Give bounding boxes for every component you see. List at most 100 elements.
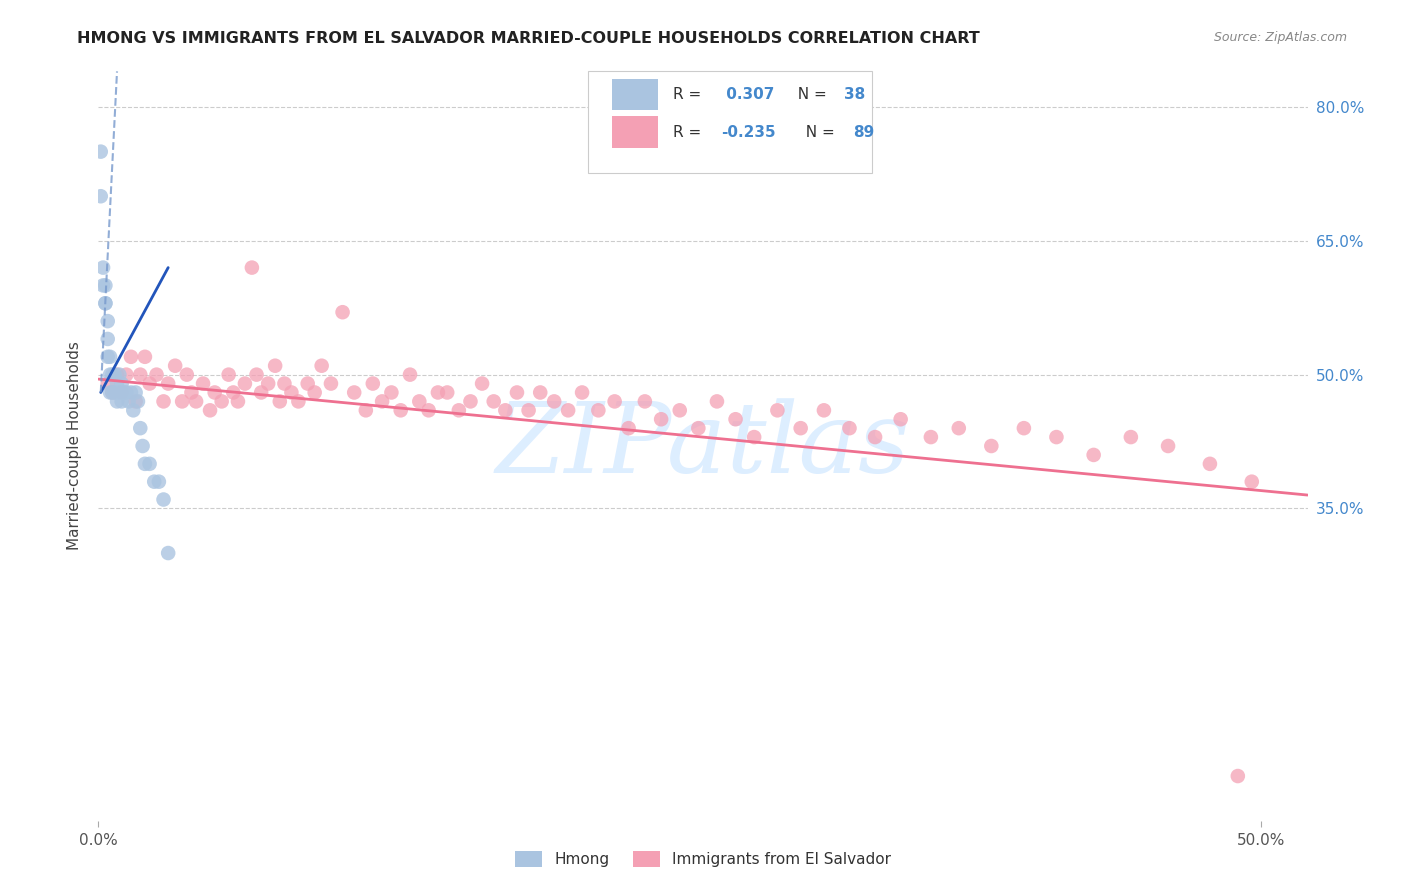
Point [240,260,263,275]
Point [920,430,942,444]
Point [98,350,121,364]
Point [94,278,117,293]
Point [98,368,121,382]
Point [332,305,354,319]
Point [371,394,394,409]
Point [104,368,127,382]
Point [634,394,657,409]
Point [588,403,610,417]
Point [165,359,187,373]
Point [742,430,765,444]
Point [124,385,146,400]
Point [111,385,134,400]
Point [813,403,835,417]
Point [250,385,273,400]
Text: 38: 38 [845,87,866,102]
Point [863,430,886,444]
Point [122,403,145,417]
Point [264,359,287,373]
Point [176,368,198,382]
Text: 0.307: 0.307 [721,87,775,102]
Point [1012,421,1035,435]
Point [105,376,128,391]
Text: ZIPatlas: ZIPatlas [496,399,910,493]
Point [297,376,319,391]
Point [204,385,226,400]
Point [138,376,160,391]
Point [257,376,280,391]
Point [789,421,811,435]
Point [571,385,593,400]
Point [361,376,384,391]
Point [104,385,127,400]
Point [319,376,342,391]
Point [1045,430,1067,444]
Text: N =: N = [796,125,839,139]
Point [426,385,449,400]
Point [269,394,291,409]
Point [408,394,430,409]
Point [280,385,302,400]
Point [211,394,233,409]
Point [143,475,166,489]
Point [517,403,540,417]
Point [138,457,160,471]
Point [218,368,240,382]
Point [180,385,202,400]
Point [222,385,245,400]
Point [97,376,120,391]
Text: 89: 89 [853,125,875,139]
Point [1199,457,1222,471]
Text: Source: ZipAtlas.com: Source: ZipAtlas.com [1213,31,1347,45]
Point [226,394,249,409]
Point [494,403,516,417]
Point [650,412,672,426]
Point [706,394,728,409]
Point [118,394,141,409]
Point [115,368,138,382]
Point [191,376,214,391]
Point [105,394,128,409]
Point [131,439,153,453]
Point [460,394,482,409]
Point [1226,769,1249,783]
Point [97,332,120,346]
Point [129,421,152,435]
Point [101,368,124,382]
Point [506,385,529,400]
Point [688,421,710,435]
Point [436,385,458,400]
Point [304,385,326,400]
Point [127,394,149,409]
Point [111,376,134,391]
Point [157,376,180,391]
Point [94,296,117,310]
Point [838,421,860,435]
Point [108,385,131,400]
Text: N =: N = [787,87,831,102]
Point [668,403,690,417]
Point [482,394,505,409]
Point [418,403,440,417]
Point [115,385,138,400]
Point [447,403,470,417]
Point [529,385,551,400]
Point [724,412,747,426]
Point [399,368,422,382]
Point [233,376,256,391]
Point [97,350,120,364]
Point [97,314,120,328]
Point [101,385,124,400]
Point [120,350,142,364]
FancyBboxPatch shape [588,71,872,172]
Text: R =: R = [672,87,706,102]
Point [157,546,180,560]
Point [380,385,402,400]
Point [134,350,156,364]
Point [471,376,494,391]
Point [890,412,912,426]
Text: R =: R = [672,125,706,139]
Point [557,403,579,417]
Point [980,439,1002,453]
Point [1240,475,1263,489]
